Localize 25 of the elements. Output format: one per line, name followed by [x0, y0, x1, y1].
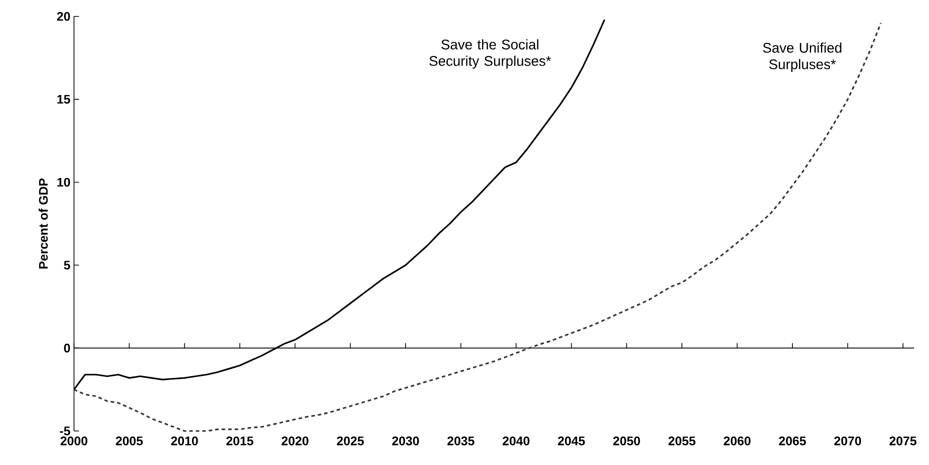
- y-tick-label: 20: [57, 12, 70, 21]
- y-tick-label: 5: [64, 260, 70, 270]
- x-tick-label: 2035: [447, 436, 474, 446]
- x-tick-label: 2020: [282, 436, 308, 446]
- y-tick-label: -5: [60, 426, 70, 436]
- y-axis-title: Percent of GDP: [38, 178, 48, 269]
- x-tick-label: 2055: [668, 436, 696, 446]
- series-label: Save Unified Surpluses*: [763, 42, 842, 72]
- y-tick-label: 0: [64, 344, 70, 352]
- x-tick-label: 2000: [60, 436, 88, 446]
- x-tick-label: 2050: [613, 436, 640, 446]
- series-label: Save the Social Security Surpluses*: [429, 39, 552, 69]
- x-tick-label: 2010: [171, 436, 198, 446]
- x-tick-label: 2040: [502, 436, 530, 446]
- x-tick-label: 2030: [392, 436, 419, 446]
- x-tick-label: 2070: [834, 436, 862, 446]
- x-tick-label: 2065: [779, 436, 806, 446]
- y-tick-label: 10: [57, 178, 70, 187]
- x-tick-label: 2075: [890, 436, 916, 446]
- x-tick-label: 2025: [336, 436, 364, 446]
- y-tick-label: 15: [57, 94, 70, 104]
- x-tick-label: 2060: [724, 436, 751, 446]
- x-tick-label: 2015: [226, 436, 254, 446]
- x-tick-label: 2045: [558, 436, 585, 446]
- x-tick-label: 2005: [116, 436, 143, 446]
